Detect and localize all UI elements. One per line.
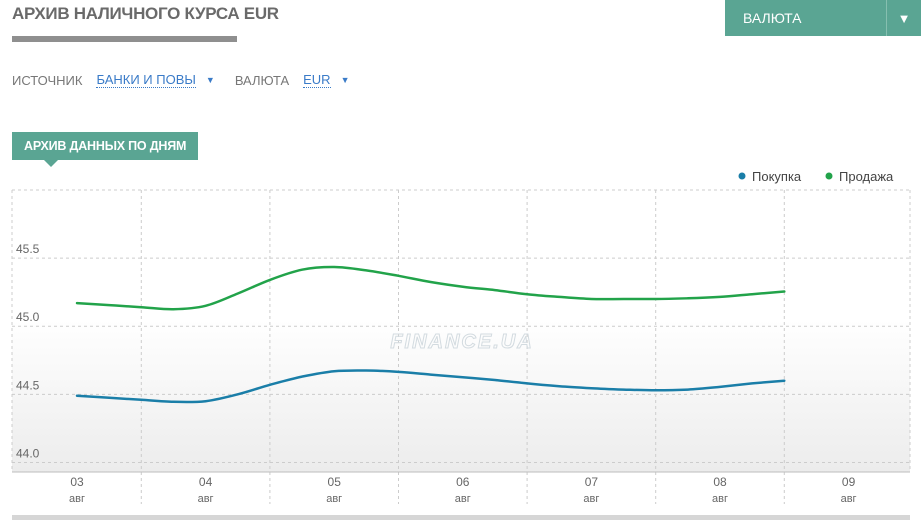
- legend-marker: [738, 172, 746, 180]
- chevron-down-icon: ▼: [886, 0, 921, 36]
- x-tick-month: авг: [841, 493, 857, 505]
- section-tab[interactable]: АРХИВ ДАННЫХ ПО ДНЯМ: [12, 132, 199, 167]
- series-line-buy: [75, 369, 786, 404]
- x-tick-month: авг: [583, 493, 599, 505]
- watermark: FINANCE.UA: [390, 331, 533, 353]
- currency-label: ВАЛЮТА: [234, 72, 290, 88]
- legend-marker: [825, 172, 833, 180]
- x-tick-month: авг: [455, 493, 471, 505]
- currency-dropdown-label: ВАЛЮТА: [743, 10, 802, 26]
- y-tick-label: 44.5: [16, 378, 40, 392]
- y-tick-label: 45.0: [16, 310, 40, 324]
- currency-dropdown-button[interactable]: ВАЛЮТА ▼: [725, 0, 921, 36]
- y-tick-label: 44.0: [16, 446, 40, 460]
- source-select[interactable]: БАНКИ И ПОВЫ: [96, 72, 196, 88]
- x-tick-day: 08: [713, 475, 727, 489]
- title-underline: [12, 36, 237, 42]
- x-tick-month: авг: [198, 493, 214, 505]
- legend: Покупка Продажа: [738, 169, 894, 184]
- bottom-scroll-bar[interactable]: [12, 515, 910, 520]
- x-tick-month: авг: [712, 493, 728, 505]
- currency-select[interactable]: EUR: [303, 72, 331, 88]
- source-caret-icon[interactable]: ▼: [205, 75, 215, 85]
- x-tick-month: авг: [69, 493, 85, 505]
- x-tick-day: 04: [199, 475, 213, 489]
- x-tick-day: 05: [328, 475, 342, 489]
- x-axis: 03 авг 04 авг 05 авг 06 авг 07 авг 08 авг 09 авг: [69, 475, 857, 505]
- grid: [11, 189, 911, 504]
- filters-bar: ИСТОЧНИК БАНКИ И ПОВЫ ▼ ВАЛЮТА EUR ▼: [12, 72, 370, 88]
- source-label: ИСТОЧНИК: [12, 72, 83, 88]
- series-line-sell: [75, 265, 786, 311]
- x-tick-day: 06: [456, 475, 470, 489]
- plot-background: [12, 320, 910, 472]
- x-tick-day: 03: [70, 475, 84, 489]
- legend-label: Продажа: [839, 169, 894, 184]
- x-tick-day: 09: [842, 475, 856, 489]
- series-lines: [75, 265, 786, 404]
- currency-caret-icon[interactable]: ▼: [340, 75, 350, 85]
- legend-label: Покупка: [752, 169, 802, 184]
- y-axis: 44.0 44.5 45.0 45.5: [16, 242, 40, 460]
- x-tick-day: 07: [585, 475, 599, 489]
- page-title: АРХИВ НАЛИЧНОГО КУРСА EUR: [12, 4, 279, 23]
- y-tick-label: 45.5: [16, 242, 40, 256]
- x-tick-month: авг: [326, 493, 342, 505]
